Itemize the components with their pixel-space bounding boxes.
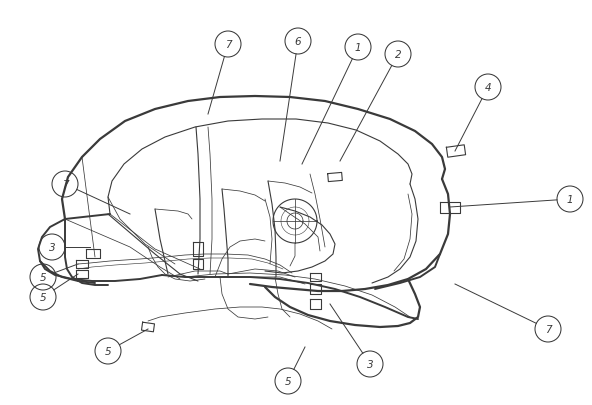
Text: 1: 1 <box>567 194 573 205</box>
Text: 6: 6 <box>295 37 301 47</box>
Text: 7: 7 <box>225 40 231 50</box>
Text: 3: 3 <box>49 243 55 252</box>
Text: 3: 3 <box>366 359 374 369</box>
Text: 7: 7 <box>62 179 68 190</box>
Text: 7: 7 <box>545 324 551 334</box>
Text: 4: 4 <box>485 83 491 93</box>
Text: 5: 5 <box>285 376 291 386</box>
Text: 1: 1 <box>355 43 361 53</box>
Text: 5: 5 <box>40 292 46 302</box>
Text: 5: 5 <box>105 346 111 356</box>
Text: 5: 5 <box>40 272 46 282</box>
Text: 2: 2 <box>395 50 401 60</box>
